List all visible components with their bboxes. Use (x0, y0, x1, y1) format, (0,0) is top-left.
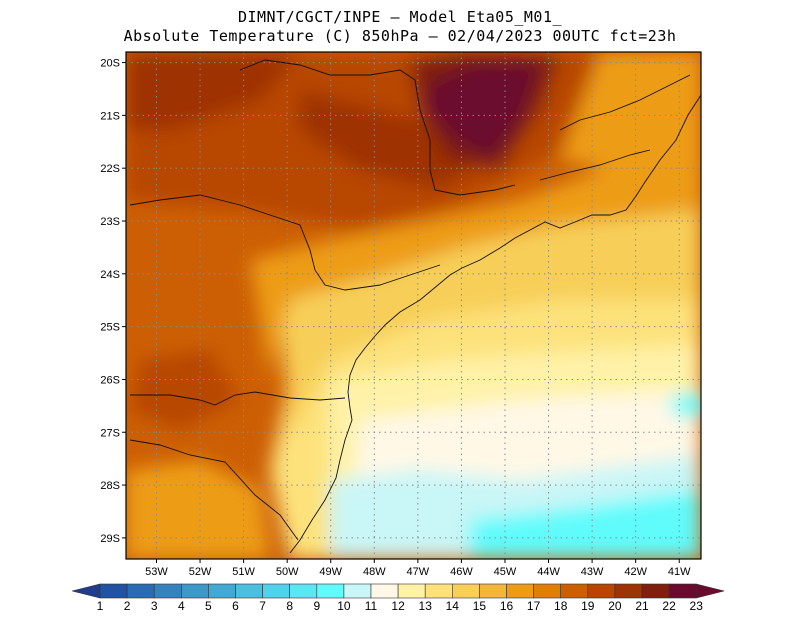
chart-title-line2: Absolute Temperature (C) 850hPa – 02/04/… (123, 27, 677, 45)
colorbar-swatch (641, 583, 670, 599)
state-border-3 (130, 391, 346, 406)
colorbar-tick-label: 23 (690, 599, 704, 613)
colorbar-swatch (181, 583, 209, 599)
colorbar-tick-label: 6 (232, 599, 239, 613)
colorbar-swatch (208, 583, 236, 599)
colorbar-swatch (126, 583, 155, 599)
colorbar-tick-label: 19 (581, 599, 595, 613)
colorbar-swatch (153, 583, 182, 599)
colorbar-tick-label: 17 (527, 599, 541, 613)
colorbar-swatch (397, 583, 426, 599)
lat-tick-label: 26S (100, 374, 120, 386)
state-border-4 (129, 439, 299, 541)
lon-tick-label: 48W (363, 566, 386, 578)
lon-tick-label: 49W (319, 566, 342, 578)
colorbar-swatch (587, 583, 616, 599)
lat-tick-label: 24S (100, 269, 120, 281)
colorbar-tick-label: 11 (365, 599, 378, 613)
colorbar-swatch (533, 583, 561, 599)
lat-tick-label: 22S (100, 163, 120, 175)
colorbar-swatch (370, 583, 399, 599)
colorbar-tick-label: 21 (635, 599, 649, 613)
colorbar-tick-label: 3 (151, 599, 158, 613)
colorbar-tick-label: 18 (554, 599, 568, 613)
lat-tick-label: 20S (100, 58, 120, 70)
colorbar-tick-label: 13 (419, 599, 433, 613)
coastline (289, 94, 701, 554)
lat-lon-grid (126, 52, 701, 559)
state-border-2 (129, 194, 441, 291)
colorbar-swatch (343, 583, 372, 599)
lon-tick-label: 50W (276, 566, 299, 578)
lon-tick-label: 52W (189, 566, 212, 578)
colorbar-swatch (479, 583, 507, 599)
colorbar-swatch (451, 583, 480, 599)
colorbar-swatch (668, 583, 697, 599)
colorbar-tick-label: 14 (446, 599, 460, 613)
colorbar-tick-label: 2 (124, 599, 131, 613)
lat-tick-label: 28S (100, 480, 120, 492)
lon-tick-label: 43W (581, 566, 604, 578)
colorbar-tick-label: 9 (313, 599, 320, 613)
colorbar-swatch (560, 583, 589, 599)
colorbar-swatch (614, 583, 643, 599)
colorbar-swatch (99, 583, 128, 599)
lon-tick-label: 51W (232, 566, 255, 578)
plot-frame (125, 51, 702, 560)
colorbar-swatch (289, 583, 318, 599)
colorbar-tick-label: 1 (97, 599, 104, 613)
lat-tick-label: 25S (100, 322, 120, 334)
chart-title-line1: DIMNT/CGCT/INPE – Model Eta05_M01_ (237, 8, 563, 26)
colorbar-tick-label: 8 (286, 599, 293, 613)
lat-tick-label: 23S (100, 216, 120, 228)
lon-tick-label: 41W (668, 566, 691, 578)
lon-tick-label: 46W (450, 566, 473, 578)
colorbar-tick-label: 10 (337, 599, 351, 613)
colorbar-swatch (424, 583, 453, 599)
colorbar-swatch (506, 583, 534, 599)
state-border-6 (539, 149, 651, 181)
colorbar-tick-label: 16 (500, 599, 514, 613)
lon-tick-label: 53W (145, 566, 168, 578)
colorbar-swatch (235, 583, 263, 599)
colorbar-tick-label: 7 (259, 599, 266, 613)
temperature-field (126, 52, 701, 559)
lon-tick-label: 42W (624, 566, 647, 578)
colorbar: 1 2 3 4 5 6 7 8 9 10 11 12 13 14 15 16 17 18 19 20 21 22 23 (71, 583, 725, 613)
state-border-1 (239, 59, 516, 196)
colorbar-arrow-high (695, 583, 725, 599)
colorbar-tick-label: 4 (178, 599, 185, 613)
colorbar-swatch (316, 583, 345, 599)
axes: 20S 21S 22S 23S 24S 25S 26S 27S 28S 29S 53W 52W 51W 5… (100, 58, 691, 578)
colorbar-tick-label: 12 (391, 599, 405, 613)
lon-tick-label: 47W (407, 566, 430, 578)
colorbar-tick-label: 15 (473, 599, 487, 613)
lon-tick-label: 44W (537, 566, 560, 578)
state-border-5 (559, 74, 691, 131)
colorbar-tick-label: 5 (205, 599, 212, 613)
lat-tick-label: 29S (100, 533, 120, 545)
coastline-borders (129, 59, 701, 554)
colorbar-tick-label: 22 (662, 599, 676, 613)
colorbar-tick-label: 20 (608, 599, 622, 613)
colorbar-arrow-low (71, 583, 101, 599)
lon-tick-label: 45W (494, 566, 517, 578)
lat-tick-label: 27S (100, 427, 120, 439)
lat-tick-label: 21S (100, 110, 120, 122)
colorbar-swatch (262, 583, 291, 599)
